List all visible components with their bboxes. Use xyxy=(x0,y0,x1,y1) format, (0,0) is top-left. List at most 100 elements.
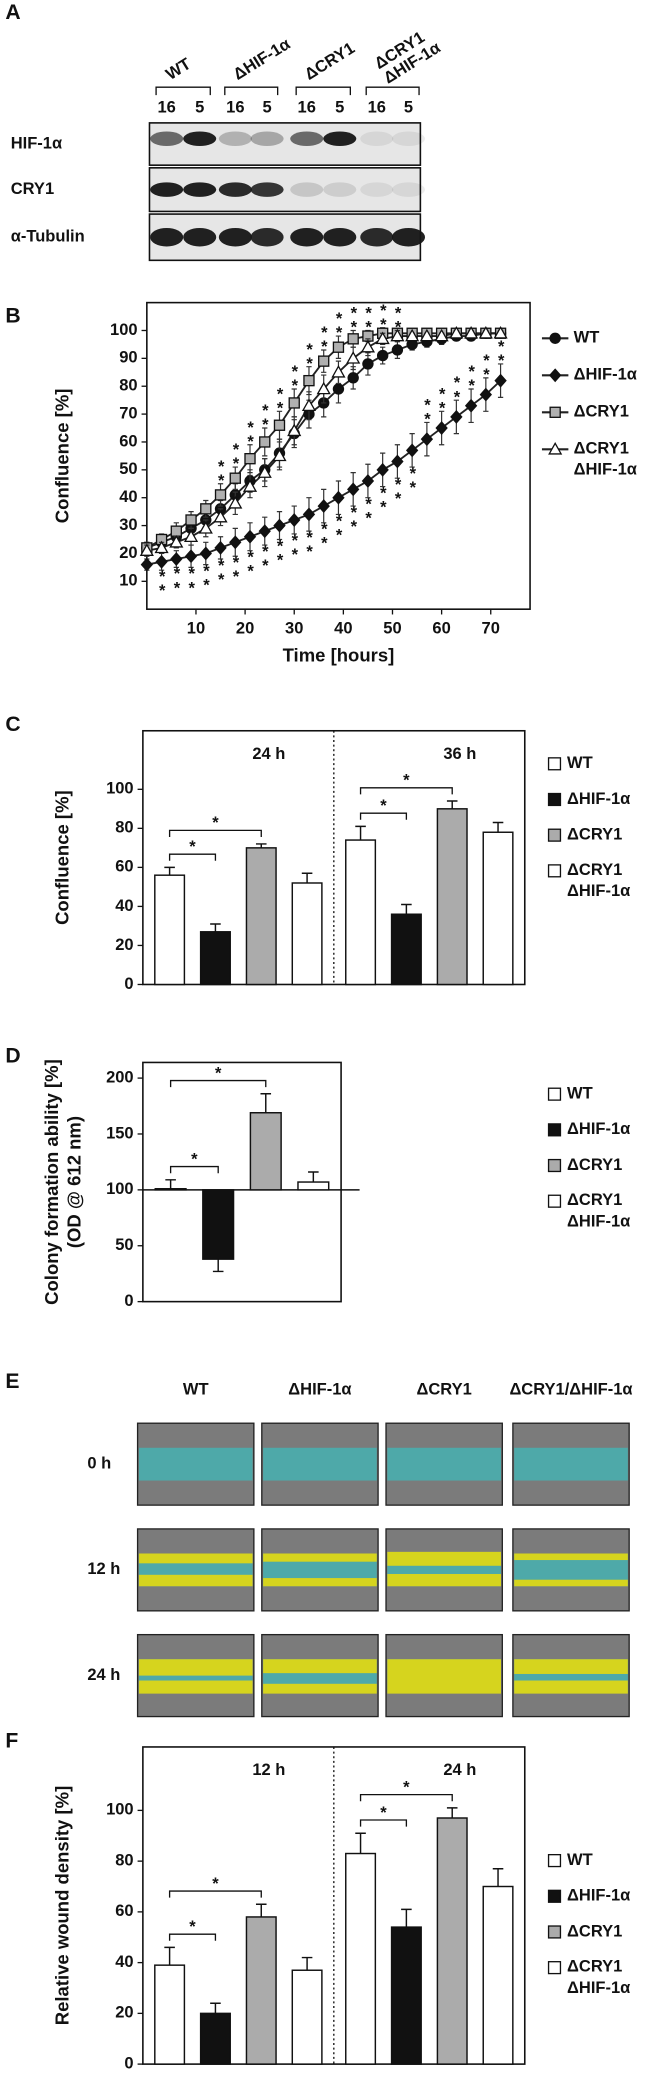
marker xyxy=(376,462,389,477)
legend-swatch xyxy=(547,828,562,842)
marker xyxy=(318,355,330,367)
wound-gap xyxy=(138,1447,253,1481)
cell-front xyxy=(263,1553,377,1562)
legend-label: ΔHIF-1α xyxy=(567,1120,630,1138)
blot-band xyxy=(360,131,394,147)
bar xyxy=(291,1969,323,2065)
significance: ** xyxy=(330,310,348,338)
marker xyxy=(140,557,154,572)
marker xyxy=(405,328,420,342)
legend-label: ΔCRY1 ΔHIF-1α xyxy=(567,1192,630,1231)
marker xyxy=(183,529,199,543)
y-tick-label: 80 xyxy=(119,377,137,395)
legend-label: WT xyxy=(567,1851,593,1869)
bar xyxy=(436,1817,468,2065)
cell-front xyxy=(514,1680,628,1694)
marker xyxy=(405,443,419,458)
marker xyxy=(390,328,405,342)
significance: ** xyxy=(227,441,245,469)
cell-front xyxy=(514,1553,628,1561)
significance: ** xyxy=(168,565,186,593)
y-tick-label: 20 xyxy=(115,936,133,954)
marker xyxy=(214,540,227,555)
y-tick-label: 60 xyxy=(115,1902,133,1920)
bar xyxy=(390,913,422,986)
marker xyxy=(229,472,241,484)
legend-swatch xyxy=(547,1158,562,1173)
y-tick-label: 100 xyxy=(110,321,138,339)
y-tick-label: 70 xyxy=(119,404,137,422)
lane-label: 5 xyxy=(335,99,344,117)
significance: ** xyxy=(330,512,348,540)
blot-band xyxy=(290,131,324,147)
marker xyxy=(362,358,374,370)
significance: ** xyxy=(374,302,392,330)
significance: ** xyxy=(242,419,260,447)
y-axis-label: Confluence [%] xyxy=(51,790,72,925)
wound-gap xyxy=(387,1447,501,1481)
marker xyxy=(301,398,317,412)
marker xyxy=(347,333,359,345)
marker xyxy=(200,503,212,515)
bar xyxy=(199,2012,231,2065)
error-bar xyxy=(308,1171,319,1183)
error-bar xyxy=(255,1903,267,1917)
marker xyxy=(272,448,287,462)
marker xyxy=(229,535,242,550)
significance: ** xyxy=(315,324,333,352)
significance: ** xyxy=(360,496,378,524)
blot-band xyxy=(391,182,426,197)
marker xyxy=(170,525,182,537)
error-bar xyxy=(210,923,221,932)
y-tick-label: 90 xyxy=(119,349,137,367)
y-axis-label: Colony formation ability [%] xyxy=(41,1059,62,1305)
legend-label: ΔCRY1 xyxy=(567,1922,622,1940)
lane-label: 5 xyxy=(195,99,204,117)
x-tick-label: 70 xyxy=(482,619,500,637)
error-bar xyxy=(260,1093,272,1113)
x-tick-label: 10 xyxy=(187,619,205,637)
bar xyxy=(291,882,323,986)
marker xyxy=(464,398,478,413)
blot-band xyxy=(391,131,426,147)
significance: ** xyxy=(433,385,451,413)
y-tick-label: 40 xyxy=(115,1953,133,1971)
lane-label: 16 xyxy=(226,99,244,117)
significance-bracket xyxy=(359,1819,408,1827)
lane-label: 16 xyxy=(157,99,175,117)
cell-front xyxy=(263,1659,377,1674)
significance: ** xyxy=(301,529,319,557)
panel-label: D xyxy=(5,1045,20,1068)
panel-label: E xyxy=(5,1370,19,1393)
y-tick-label: 100 xyxy=(106,1180,134,1198)
significance: ** xyxy=(212,458,230,486)
significance: ** xyxy=(345,305,363,333)
marker xyxy=(228,495,243,509)
marker xyxy=(199,546,212,561)
blot-band xyxy=(323,131,357,147)
lane-bracket xyxy=(365,86,420,96)
blot-band xyxy=(250,131,284,147)
marker xyxy=(288,397,300,409)
marker xyxy=(549,406,561,418)
strain-label: ΔHIF-1α xyxy=(230,35,293,84)
error-bar xyxy=(301,872,313,883)
significance: ** xyxy=(419,397,437,425)
marker xyxy=(479,387,493,402)
marker xyxy=(548,368,562,383)
y-tick-label: 0 xyxy=(124,975,133,993)
marker xyxy=(288,513,301,527)
significance: ** xyxy=(286,363,304,391)
legend-swatch xyxy=(547,864,562,878)
significance: ** xyxy=(242,549,260,577)
blot-band xyxy=(218,227,252,247)
blot-band xyxy=(290,227,324,247)
group-label: 24 h xyxy=(443,1761,476,1779)
significance-bracket xyxy=(359,812,408,820)
bar xyxy=(199,931,231,986)
significance: * xyxy=(189,838,196,856)
bar xyxy=(482,1885,514,2065)
group-label: 36 h xyxy=(443,745,476,763)
marker xyxy=(332,383,345,395)
